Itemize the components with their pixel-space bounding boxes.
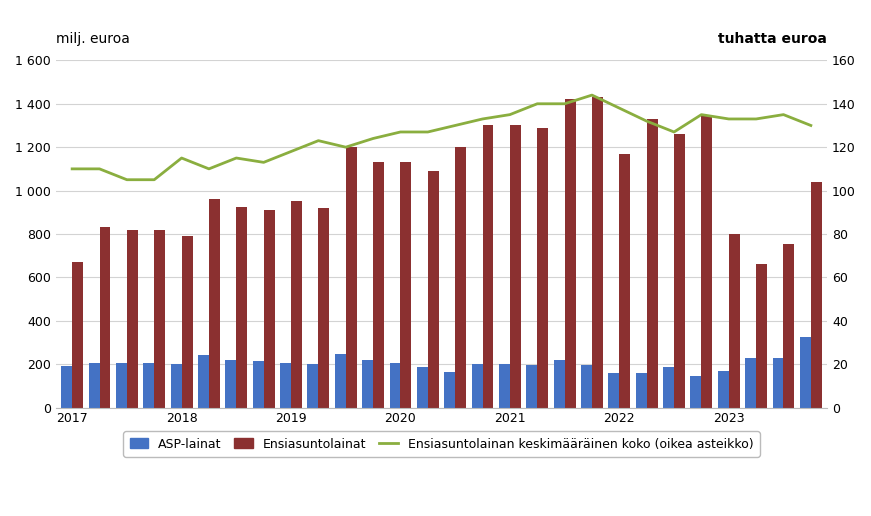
Bar [154,230,165,408]
Bar [89,363,99,408]
Bar [592,97,603,408]
Legend: ASP-lainat, Ensiasuntolainat, Ensiasuntolainan keskimääräinen koko (oikea asteik: ASP-lainat, Ensiasuntolainat, Ensiasunto… [124,431,760,457]
Bar [116,363,127,408]
Bar [198,356,209,408]
Bar [526,365,537,408]
Bar [674,134,685,408]
Bar [471,364,483,408]
Bar [401,163,411,408]
Bar [171,364,181,408]
Bar [362,360,373,408]
Bar [564,100,576,408]
Bar [691,376,701,408]
Text: milj. euroa: milj. euroa [56,33,130,46]
Bar [537,127,548,408]
Bar [144,363,154,408]
Bar [209,199,219,408]
Bar [499,364,510,408]
Bar [756,264,767,408]
Bar [291,201,302,408]
Bar [746,358,756,408]
Bar [428,171,439,408]
Bar [636,373,646,408]
Bar [236,207,247,408]
Bar [729,234,739,408]
Bar [718,370,729,408]
Bar [701,115,712,408]
Bar [444,372,456,408]
Bar [319,208,329,408]
Text: tuhatta euroa: tuhatta euroa [719,33,827,46]
Bar [226,360,236,408]
Bar [389,363,401,408]
Bar [663,367,674,408]
Bar [99,228,111,408]
Bar [264,210,274,408]
Bar [554,360,564,408]
Bar [417,367,428,408]
Bar [346,147,357,408]
Bar [307,364,319,408]
Bar [61,366,72,408]
Bar [510,125,521,408]
Bar [619,154,631,408]
Bar [181,236,192,408]
Bar [811,182,822,408]
Bar [773,358,784,408]
Bar [784,244,794,408]
Bar [72,262,83,408]
Bar [456,147,466,408]
Bar [334,354,346,408]
Bar [608,373,619,408]
Bar [483,125,494,408]
Bar [581,365,592,408]
Bar [253,361,264,408]
Bar [646,119,658,408]
Bar [280,363,291,408]
Bar [127,230,138,408]
Bar [800,337,811,408]
Bar [373,163,384,408]
